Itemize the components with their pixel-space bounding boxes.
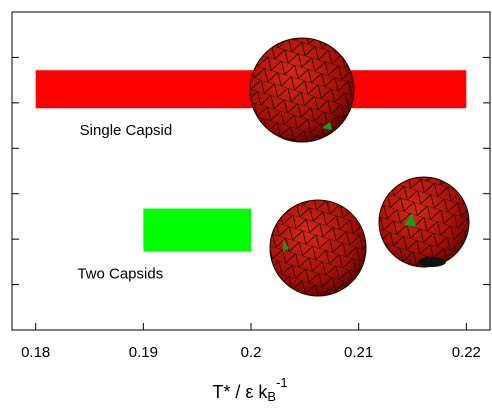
x-tick-label: 0.2 [241,344,262,361]
x-label-main: T* / ε k [212,382,268,402]
range-bar [143,209,251,252]
x-axis-label: T* / ε kB-1 [212,375,287,404]
chart: T* / ε kB-1 0.18 0.19 0.2 0.21 0.22 Single Ca… [0,0,492,414]
page: {"chart_data": {"type": "range-bar", "xl… [0,0,492,419]
capsid [250,38,354,142]
series-label: Two Capsids [77,266,163,283]
x-tick-label: 0.18 [21,344,50,361]
x-label-sup: -1 [276,375,288,390]
capsid [270,200,366,296]
x-tick-label: 0.21 [344,344,373,361]
series-label: Single Capsid [80,122,173,139]
capsid [379,177,469,267]
x-tick-label: 0.19 [129,344,158,361]
x-tick-label: 0.22 [452,344,481,361]
x-label-sub: B [267,389,276,404]
